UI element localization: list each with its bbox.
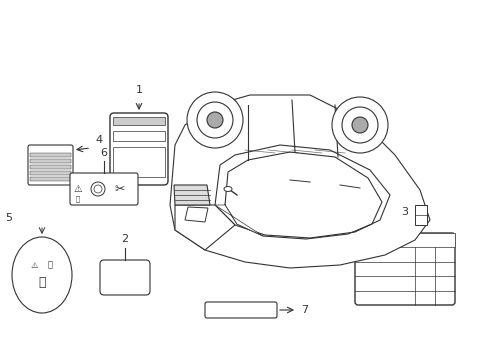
Circle shape [94, 185, 102, 193]
Bar [30, 171, 71, 175]
Text: 6: 6 [100, 148, 107, 158]
Text: 3: 3 [401, 207, 409, 217]
Circle shape [207, 112, 223, 128]
Text: 🪑: 🪑 [48, 261, 52, 270]
FancyBboxPatch shape [100, 260, 150, 295]
Bar [355, 233, 455, 247]
Text: 1: 1 [136, 85, 143, 95]
Circle shape [342, 107, 378, 143]
Polygon shape [185, 207, 208, 222]
Polygon shape [215, 145, 390, 238]
Ellipse shape [12, 237, 72, 313]
Bar [30, 177, 71, 181]
FancyBboxPatch shape [110, 113, 168, 185]
Text: 4: 4 [95, 135, 102, 145]
Text: 🏋: 🏋 [38, 276, 46, 289]
Text: ⚠: ⚠ [30, 261, 38, 270]
FancyBboxPatch shape [205, 302, 277, 318]
Polygon shape [170, 95, 430, 268]
Circle shape [187, 92, 243, 148]
FancyBboxPatch shape [28, 145, 73, 185]
Bar [415, 205, 427, 225]
Polygon shape [174, 185, 210, 205]
Bar [113, 147, 165, 177]
Text: ⚠: ⚠ [74, 184, 82, 194]
Ellipse shape [224, 186, 232, 192]
Bar [30, 153, 71, 157]
Bar [30, 159, 71, 163]
FancyBboxPatch shape [70, 173, 138, 205]
Text: 5: 5 [5, 213, 12, 223]
Bar [30, 165, 71, 169]
Polygon shape [175, 205, 235, 250]
Text: 7: 7 [301, 305, 308, 315]
Circle shape [91, 182, 105, 196]
Circle shape [352, 117, 368, 133]
Bar [113, 131, 165, 141]
Circle shape [197, 102, 233, 138]
Text: 🔒: 🔒 [76, 196, 80, 202]
Circle shape [332, 97, 388, 153]
Polygon shape [215, 205, 263, 236]
Text: ✂: ✂ [115, 183, 125, 195]
Text: 2: 2 [122, 234, 128, 244]
FancyBboxPatch shape [355, 233, 455, 305]
Bar [113, 117, 165, 125]
